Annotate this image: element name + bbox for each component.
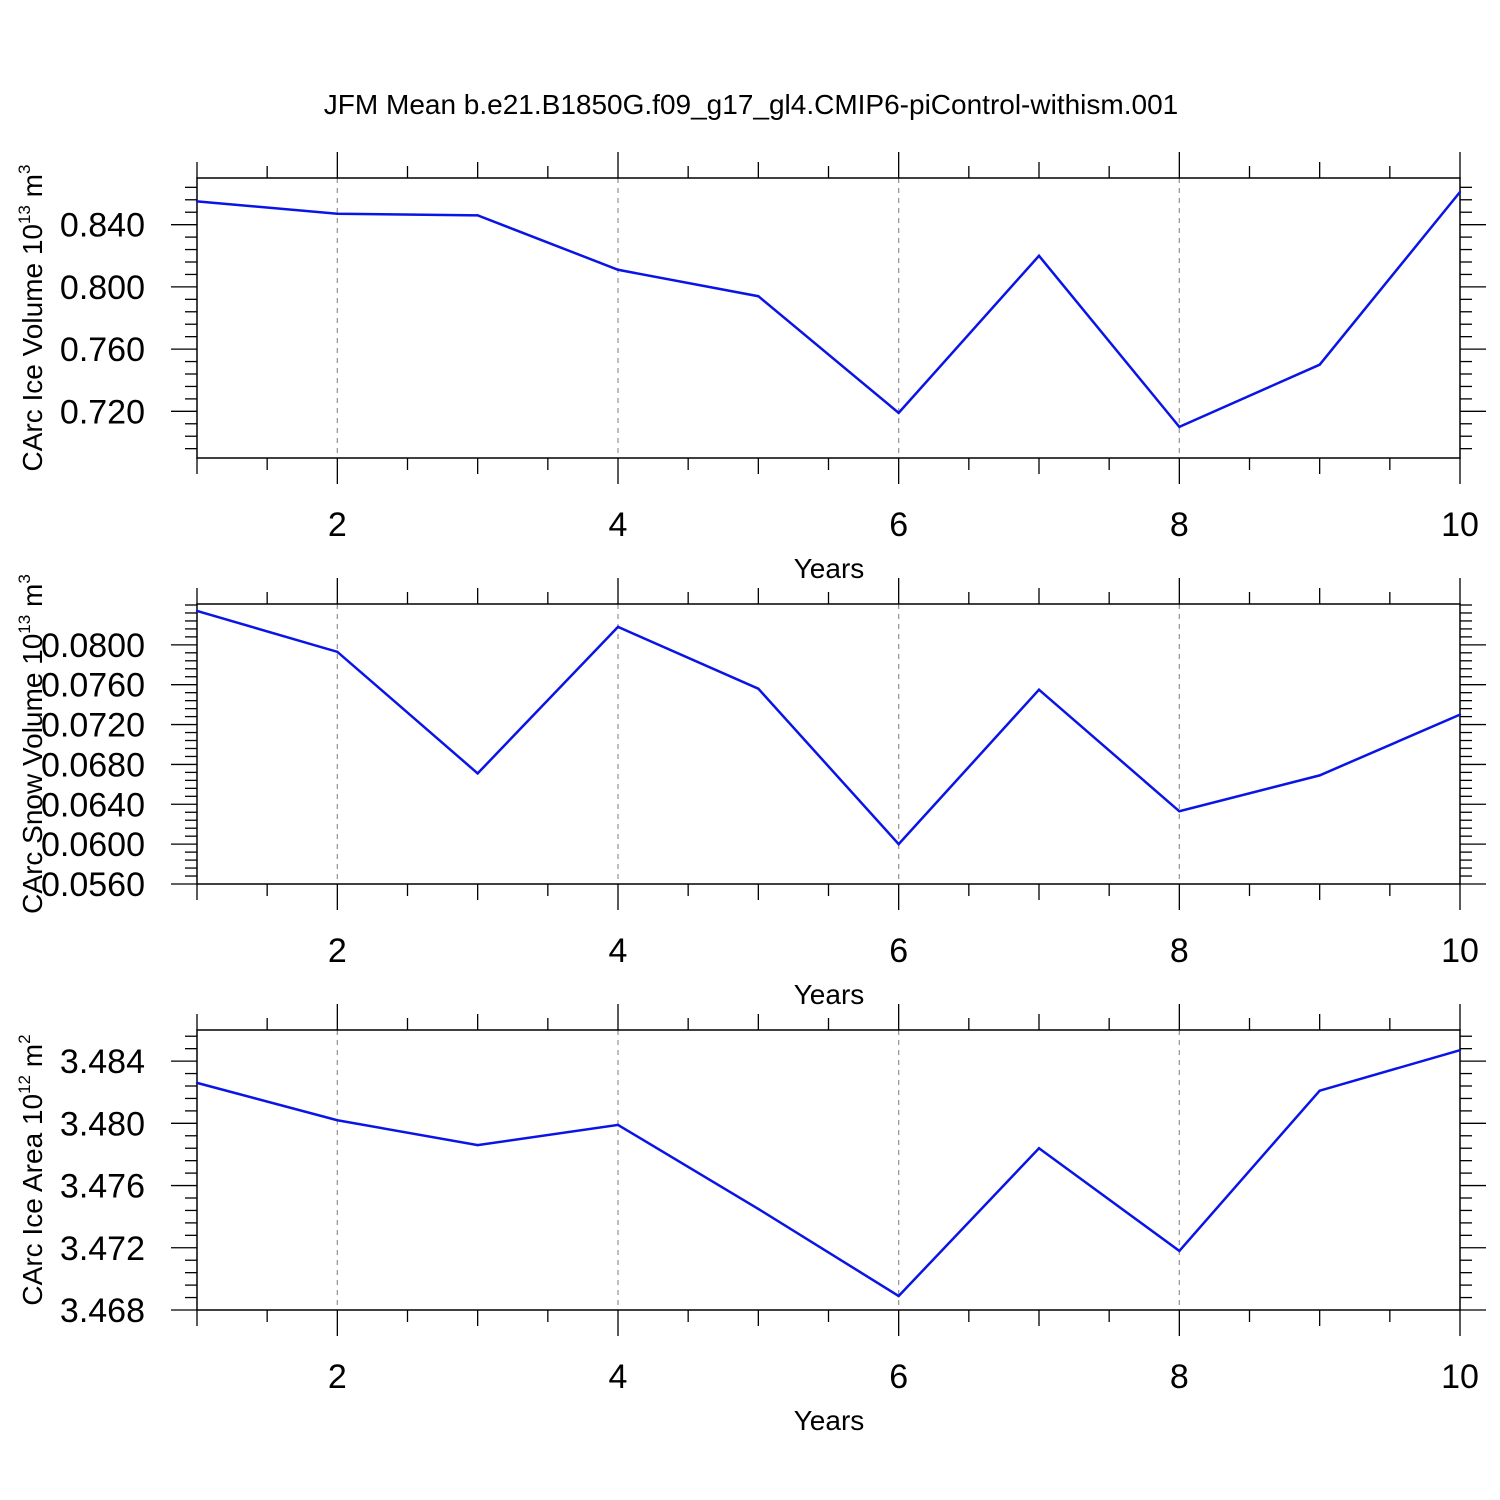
data-point	[336, 650, 339, 654]
y-axis-label-base: CArc Snow Volume 10	[17, 634, 48, 914]
plot-frame	[196, 603, 1461, 885]
x-tick-label: 8	[1170, 932, 1189, 970]
y-tick-label: 3.480	[60, 1105, 145, 1143]
data-point	[757, 1207, 760, 1211]
plot-frame	[196, 177, 1461, 459]
panel-ice-area: 2 4 6 8 10 Years 3.468 3.472 3.476 3.480 3.484 CArc…	[15, 1004, 1486, 1436]
y-tick-label: 0.760	[60, 331, 145, 369]
data-point	[476, 214, 479, 217]
data-point	[1318, 363, 1321, 366]
x-tick-label: 2	[328, 506, 347, 544]
y-tick-label: 0.0800	[41, 627, 145, 665]
data-point	[1458, 713, 1462, 716]
x-tick-label: 6	[889, 1358, 908, 1396]
panel-snow-volume: 2 4 6 8 10 Years 0.05600.06000.06400.06800.072…	[15, 574, 1486, 1010]
x-tick-label: 10	[1441, 1358, 1479, 1396]
data-point	[1178, 810, 1181, 813]
data-point	[616, 1123, 620, 1127]
y-tick-label: 0.0760	[41, 667, 145, 705]
x-tick-label: 8	[1170, 506, 1189, 544]
x-axis-label: Years	[794, 1405, 865, 1436]
data-point	[1458, 190, 1462, 194]
data-point	[897, 411, 900, 415]
y-tick-label: 3.468	[60, 1292, 145, 1330]
data-point	[1318, 774, 1321, 777]
x-axis-label: Years	[794, 979, 865, 1010]
series-line-snow-volume	[196, 609, 1461, 847]
data-point	[476, 1143, 479, 1147]
y-tick-label: 3.476	[60, 1168, 145, 1206]
y-axis-label-exponent: 13	[15, 615, 34, 634]
data-point	[757, 687, 760, 690]
y-axis-label-base: CArc Ice Area 10	[17, 1094, 48, 1306]
y-axis-label-unit: m	[17, 174, 48, 205]
data-point	[195, 609, 199, 613]
x-tick-label: 10	[1441, 932, 1479, 970]
y-axis-label-unit-exponent: 3	[15, 574, 34, 583]
data-point	[1037, 1147, 1041, 1150]
y-tick-label: 0.720	[60, 393, 145, 431]
figure-title: JFM Mean b.e21.B1850G.f09_g17_gl4.CMIP6-…	[324, 89, 1178, 120]
y-axis-label: CArc Ice Area 1012 m2	[15, 1034, 48, 1305]
data-point	[1318, 1089, 1321, 1092]
y-tick-label: 0.0680	[41, 746, 145, 784]
x-tick-label: 6	[889, 506, 908, 544]
data-point	[195, 200, 199, 203]
data-point	[336, 1119, 339, 1122]
x-tick-label: 10	[1441, 506, 1479, 544]
x-tick-label: 4	[609, 506, 628, 544]
y-tick-label: 0.840	[60, 207, 145, 245]
y-tick-label: 3.472	[60, 1230, 145, 1268]
data-point	[616, 625, 620, 629]
y-axis-label-exponent: 13	[15, 205, 34, 224]
y-axis-label-unit: m	[17, 1044, 48, 1075]
y-tick-label: 0.800	[60, 269, 145, 307]
y-axis-label-exponent: 12	[15, 1075, 34, 1094]
y-axis-label-unit-exponent: 2	[15, 1034, 34, 1043]
data-point	[757, 295, 760, 298]
x-tick-label: 2	[328, 1358, 347, 1396]
plot-frame	[196, 1029, 1461, 1311]
y-axis-label-unit-exponent: 3	[15, 165, 34, 174]
data-point	[616, 268, 620, 271]
series-line-ice-area	[196, 1049, 1461, 1298]
y-axis-label: CArc Snow Volume 1013 m3	[15, 574, 48, 914]
x-tick-label: 8	[1170, 1358, 1189, 1396]
data-point	[1458, 1049, 1462, 1052]
data-point	[897, 1294, 900, 1298]
data-point	[476, 772, 479, 775]
x-tick-label: 4	[609, 932, 628, 970]
data-point	[336, 212, 339, 215]
y-tick-label: 0.0720	[41, 707, 145, 745]
y-axis-label: CArc Ice Volume 1013 m3	[15, 165, 48, 472]
y-tick-label: 0.0560	[41, 866, 145, 904]
data-point	[1178, 425, 1181, 429]
data-point	[1037, 254, 1041, 257]
y-tick-label: 0.0640	[41, 786, 145, 824]
data-point	[1178, 1249, 1181, 1253]
data-point	[195, 1081, 199, 1085]
x-axis-label: Years	[794, 553, 865, 584]
y-axis-label-base: CArc Ice Volume 10	[17, 224, 48, 471]
x-tick-label: 6	[889, 932, 908, 970]
x-tick-label: 4	[609, 1358, 628, 1396]
data-point	[897, 842, 900, 846]
y-tick-label: 0.0600	[41, 826, 145, 864]
data-point	[1037, 688, 1041, 691]
series-line-ice-volume	[196, 191, 1461, 429]
panel-ice-volume: 2 4 6 8 10 Years 0.720 0.760 0.800 0.840 CArc Ice …	[15, 152, 1486, 584]
x-tick-label: 2	[328, 932, 347, 970]
y-axis-label-unit: m	[17, 584, 48, 615]
y-tick-label: 3.484	[60, 1043, 145, 1081]
